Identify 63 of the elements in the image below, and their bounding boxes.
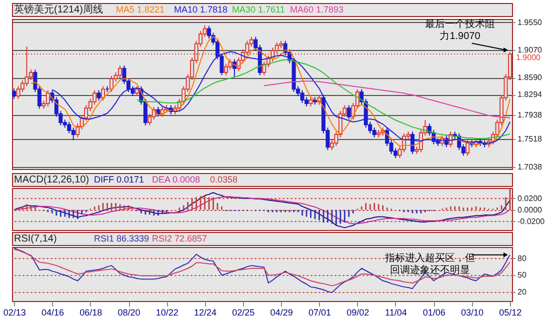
candlestick: [71, 127, 76, 141]
candlestick: [372, 127, 376, 138]
y-tick-label: 1.9070: [518, 46, 543, 55]
candlestick: [67, 121, 72, 134]
text: MA60 1.7893: [290, 4, 344, 14]
candlestick: [466, 140, 470, 156]
x-tick-label: 04/29: [270, 308, 293, 318]
ref-line-label: 1.9000: [516, 53, 542, 62]
x-tick-label: 12/24: [194, 308, 217, 318]
y-tick-label: 1.9550: [518, 18, 543, 27]
candlestick: [46, 90, 50, 107]
y-tick-label: 20: [518, 288, 527, 296]
x-tick-label: 09/02: [346, 308, 370, 318]
text: RSI2 72.6857: [152, 234, 208, 244]
y-tick-label: 1.7038: [518, 162, 543, 172]
x-tick-label: 01/06: [422, 308, 446, 318]
candlestick: [300, 90, 304, 104]
y-tick-label: 1.8590: [518, 73, 543, 82]
candlestick: [224, 63, 228, 76]
candlestick: [28, 69, 33, 80]
text: MA10 1.7818: [174, 4, 228, 14]
candlestick: [148, 113, 152, 126]
text: DEA 0.0008: [152, 174, 200, 184]
x-tick-label: 11/04: [385, 308, 407, 318]
x-tick-label: 04/16: [41, 308, 64, 318]
text: MA30 1.7611: [232, 4, 285, 14]
x-tick-label: 02/13: [3, 308, 26, 318]
candlestick: [12, 88, 16, 100]
text: DIFF 0.0171: [94, 174, 144, 184]
x-tick-label: 07/01: [308, 308, 331, 318]
y-tick-label: 0.0000: [518, 205, 543, 214]
candlestick: [96, 90, 101, 102]
candlestick: [346, 104, 351, 120]
text: RSI1 86.3339: [94, 234, 150, 244]
candlestick: [308, 96, 313, 107]
candlestick: [101, 86, 106, 102]
candlestick: [118, 65, 122, 79]
candlestick: [134, 86, 139, 97]
y-tick-label: 80: [518, 254, 527, 263]
x-tick-label: 08/20: [118, 308, 140, 318]
y-tick-label: 50: [518, 270, 527, 280]
y-tick-label: 1.8294: [518, 90, 543, 100]
y-tick-label: 1.7518: [518, 134, 543, 144]
x-tick-label: 05/12: [499, 308, 522, 318]
line-series: [14, 248, 510, 286]
x-tick-label: 03/10: [460, 308, 484, 318]
candlestick: [110, 75, 114, 92]
chart-title: MACD(12,26,10): [14, 174, 90, 186]
candlestick: [262, 61, 266, 76]
candlestick: [207, 25, 212, 40]
x-tick-label: 06/18: [80, 308, 102, 318]
line-series: [264, 80, 510, 118]
chart-title: 英镑美元(1214)周线: [14, 4, 103, 16]
candlestick: [156, 106, 160, 118]
x-tick-label: 10/22: [156, 308, 178, 318]
series-label: 0.0358: [210, 174, 238, 184]
line-series: [14, 248, 510, 294]
text: MA5 1.8221: [116, 4, 165, 14]
y-tick-label: -0.0200: [518, 216, 546, 226]
x-tick-label: 02/25: [232, 308, 255, 318]
y-tick-label: 1.7938: [518, 110, 543, 120]
chart-title: RSI(7,14): [14, 234, 57, 244]
y-tick-label: 0.0200: [518, 194, 543, 203]
